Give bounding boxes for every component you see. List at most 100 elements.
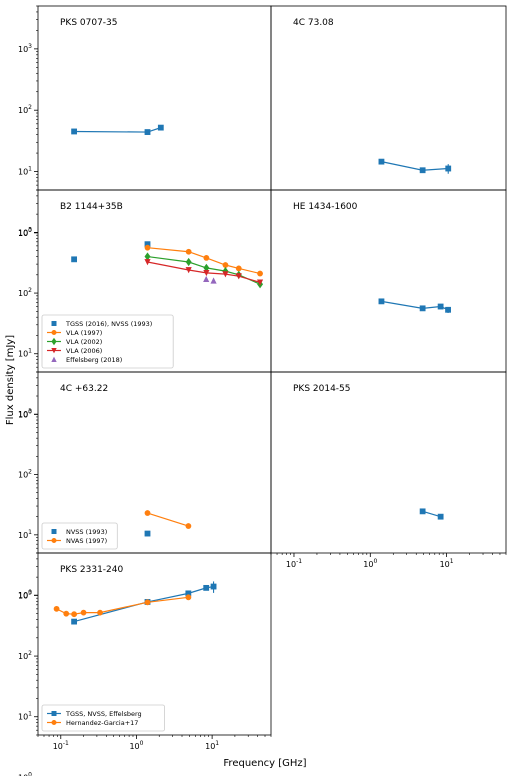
legend-box	[41, 314, 174, 369]
data-point	[144, 259, 151, 266]
series-1	[144, 530, 151, 537]
series-1	[71, 241, 151, 263]
data-point	[203, 275, 210, 282]
panel-title: 4C 73.08	[293, 18, 334, 28]
legend-label: TGSS (2016), NVSS (1993)	[65, 320, 152, 328]
x-tick-label: 101	[205, 740, 219, 751]
data-point	[378, 158, 385, 165]
data-point	[257, 270, 263, 277]
x-tick-label: 100	[129, 740, 143, 751]
data-point	[144, 530, 151, 537]
legend: TGSS (2016), NVSS (1993)VLA (1997)VLA (2…	[41, 314, 174, 369]
data-point	[445, 306, 451, 313]
series-2	[53, 594, 192, 618]
data-point	[71, 256, 78, 263]
legend-marker	[51, 710, 57, 716]
legend-marker	[51, 528, 57, 534]
y-tick-label: 101	[18, 166, 32, 177]
series-line	[56, 596, 189, 615]
x-tick-label: 10-1	[286, 558, 302, 569]
y-tick-label: 101	[18, 711, 32, 722]
y-tick-label: 103	[18, 43, 32, 54]
data-point	[144, 599, 151, 606]
data-point	[203, 254, 210, 261]
panel-frame	[37, 5, 272, 191]
series-1	[419, 508, 444, 520]
y-tick-label: 103	[18, 408, 32, 419]
data-point	[185, 257, 192, 267]
data-point	[235, 265, 242, 272]
panel-7: PKS 2331-240 100 101 102 103 10-1 100 101 TGSS, …	[18, 552, 272, 776]
data-point	[144, 252, 151, 261]
data-point	[144, 129, 151, 135]
data-point	[378, 298, 385, 305]
panel-3: B2 1144+35B 100 101 102 103 TGSS (2016), NVSS…	[18, 189, 272, 419]
panel-frame	[37, 552, 272, 736]
data-point	[53, 605, 60, 612]
data-point	[210, 583, 217, 590]
panel-title: PKS 2331-240	[60, 565, 124, 575]
legend-label: VLA (2002)	[66, 338, 102, 346]
legend: NVSS (1993)NVAS (1997)	[41, 522, 118, 550]
legend-label: NVAS (1997)	[66, 537, 107, 545]
data-point	[419, 508, 426, 515]
data-point	[203, 270, 210, 277]
legend-marker	[51, 329, 57, 335]
legend-box	[41, 704, 165, 732]
panel-frame	[270, 371, 507, 554]
series-line	[381, 161, 449, 171]
legend-label: Hernandez-Garcia+17	[66, 719, 138, 727]
panel-5: 4C +63.22 100 101 102 103 NVSS (1993)NVAS (19…	[18, 371, 272, 600]
data-point	[80, 609, 87, 616]
series-5	[203, 275, 217, 284]
series-line	[73, 585, 214, 623]
series-line	[147, 512, 189, 527]
panel-4: HE 1434-1600	[270, 189, 507, 373]
y-tick-label: 102	[18, 287, 32, 298]
series-line	[381, 300, 449, 311]
data-point	[210, 277, 217, 284]
data-point	[445, 165, 452, 172]
data-point	[71, 128, 78, 135]
series-2	[144, 510, 192, 529]
data-point	[144, 244, 151, 251]
y-tick-label: 101	[18, 529, 32, 540]
panel-title: B2 1144+35B	[60, 202, 123, 212]
legend-box	[41, 522, 118, 550]
legend-marker	[51, 320, 57, 326]
data-point	[222, 271, 229, 278]
panel-title: PKS 0707-35	[60, 18, 118, 28]
panel-frame	[270, 5, 507, 191]
data-point	[185, 267, 192, 274]
data-point	[419, 167, 426, 174]
legend-label: TGSS, NVSS, Effelsberg	[65, 710, 142, 718]
data-point	[222, 262, 229, 268]
y-tick-label: 103	[18, 589, 32, 600]
x-axis-label: Frequency [GHz]	[223, 758, 306, 769]
y-tick-label: 100	[18, 589, 32, 600]
panel-title: 4C +63.22	[60, 384, 108, 394]
panel-6: PKS 2014-55 10-1 100 101	[270, 371, 507, 569]
panel-title: PKS 2014-55	[293, 384, 351, 394]
data-point	[437, 303, 444, 310]
y-axis-label: Flux density [mJy]	[5, 335, 16, 425]
y-tick-label: 101	[18, 348, 32, 359]
y-tick-label: 100	[18, 408, 32, 419]
y-tick-label: 102	[18, 650, 32, 661]
legend-label: NVSS (1993)	[66, 528, 107, 536]
legend-label: Effelsberg (2018)	[66, 356, 122, 364]
data-point	[185, 523, 192, 529]
panel-2: 4C 73.08	[270, 5, 507, 191]
series-line	[147, 255, 261, 285]
legend: TGSS, NVSS, EffelsbergHernandez-Garcia+1…	[41, 704, 165, 732]
data-point	[71, 611, 78, 618]
panel-1: PKS 0707-35 100 101 102 103	[18, 5, 272, 238]
panel-frame	[270, 189, 507, 373]
y-tick-label: 100	[18, 227, 32, 238]
x-tick-label: 10-1	[53, 740, 69, 751]
series-4	[144, 259, 264, 286]
data-point	[235, 273, 242, 280]
data-point	[419, 305, 426, 312]
legend-marker	[51, 356, 57, 363]
